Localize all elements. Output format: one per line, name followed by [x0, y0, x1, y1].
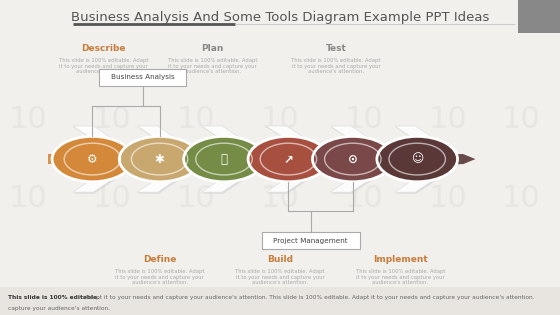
- FancyBboxPatch shape: [227, 154, 286, 164]
- Text: ⚙: ⚙: [87, 152, 97, 166]
- Text: This slide is 100% editable. Adapt
it to your needs and capture your
audience's : This slide is 100% editable. Adapt it to…: [59, 58, 148, 74]
- Text: This slide is 100% editable. Adapt
it to your needs and capture your
audience's : This slide is 100% editable. Adapt it to…: [115, 269, 204, 285]
- Text: 10: 10: [92, 105, 132, 134]
- Polygon shape: [396, 128, 466, 194]
- Text: 10: 10: [260, 184, 300, 213]
- Polygon shape: [138, 128, 208, 194]
- FancyBboxPatch shape: [291, 154, 350, 164]
- Circle shape: [119, 136, 200, 182]
- Text: ✱: ✱: [155, 152, 165, 166]
- Polygon shape: [74, 128, 144, 194]
- Text: 10: 10: [501, 184, 540, 213]
- Text: 10: 10: [8, 184, 48, 213]
- Text: Plan: Plan: [202, 44, 224, 53]
- Circle shape: [248, 136, 329, 182]
- Text: Project Management: Project Management: [273, 238, 348, 244]
- Polygon shape: [266, 126, 336, 192]
- Text: This slide is 100% editable. Adapt
it to your needs and capture your
audience's : This slide is 100% editable. Adapt it to…: [291, 58, 381, 74]
- Text: 10: 10: [8, 105, 48, 134]
- Polygon shape: [330, 126, 400, 192]
- Text: Adapt it to your needs and capture your audience's attention. This slide is 100%: Adapt it to your needs and capture your …: [83, 295, 534, 300]
- Polygon shape: [395, 126, 465, 192]
- FancyBboxPatch shape: [518, 0, 560, 33]
- Text: ⧗: ⧗: [221, 152, 227, 166]
- Circle shape: [184, 136, 264, 182]
- Text: 10: 10: [428, 184, 468, 213]
- Text: Build: Build: [267, 255, 293, 264]
- Text: 10: 10: [428, 105, 468, 134]
- Circle shape: [312, 136, 393, 182]
- Text: Test: Test: [325, 44, 347, 53]
- Text: capture your audience's attention.: capture your audience's attention.: [8, 306, 110, 311]
- Text: 10: 10: [344, 105, 384, 134]
- FancyBboxPatch shape: [99, 69, 186, 86]
- Text: 10: 10: [92, 184, 132, 213]
- FancyBboxPatch shape: [262, 232, 360, 249]
- Text: ↗: ↗: [283, 152, 293, 166]
- Text: ⊙: ⊙: [348, 152, 358, 166]
- Text: 10: 10: [501, 105, 540, 134]
- Polygon shape: [203, 128, 273, 194]
- FancyBboxPatch shape: [95, 154, 157, 164]
- Text: This slide is 100% editable. Adapt
it to your needs and capture your
audience's : This slide is 100% editable. Adapt it to…: [356, 269, 445, 285]
- Circle shape: [52, 136, 133, 182]
- Text: Business Analysis And Some Tools Diagram Example PPT Ideas: Business Analysis And Some Tools Diagram…: [71, 11, 489, 24]
- Text: ☺: ☺: [411, 152, 423, 166]
- Polygon shape: [137, 126, 207, 192]
- Text: 10: 10: [344, 184, 384, 213]
- Text: Business Analysis: Business Analysis: [111, 74, 175, 80]
- Text: This slide is 100% editable. Adapt
it to your needs and capture your
audience's : This slide is 100% editable. Adapt it to…: [235, 269, 325, 285]
- FancyBboxPatch shape: [0, 287, 560, 315]
- Text: Define: Define: [143, 255, 176, 264]
- Polygon shape: [202, 126, 272, 192]
- FancyBboxPatch shape: [48, 154, 90, 164]
- Circle shape: [377, 136, 458, 182]
- Text: Describe: Describe: [81, 44, 126, 53]
- Polygon shape: [73, 126, 143, 192]
- Text: 10: 10: [260, 105, 300, 134]
- Text: Implement: Implement: [373, 255, 428, 264]
- Polygon shape: [420, 154, 475, 164]
- Text: This slide is 100% editable.: This slide is 100% editable.: [8, 295, 100, 300]
- Text: 10: 10: [176, 105, 216, 134]
- Polygon shape: [332, 128, 402, 194]
- FancyBboxPatch shape: [356, 154, 414, 164]
- Text: This slide is 100% editable. Adapt
it to your needs and capture your
audience's : This slide is 100% editable. Adapt it to…: [168, 58, 258, 74]
- Polygon shape: [267, 128, 337, 194]
- FancyBboxPatch shape: [162, 154, 221, 164]
- Text: 10: 10: [176, 184, 216, 213]
